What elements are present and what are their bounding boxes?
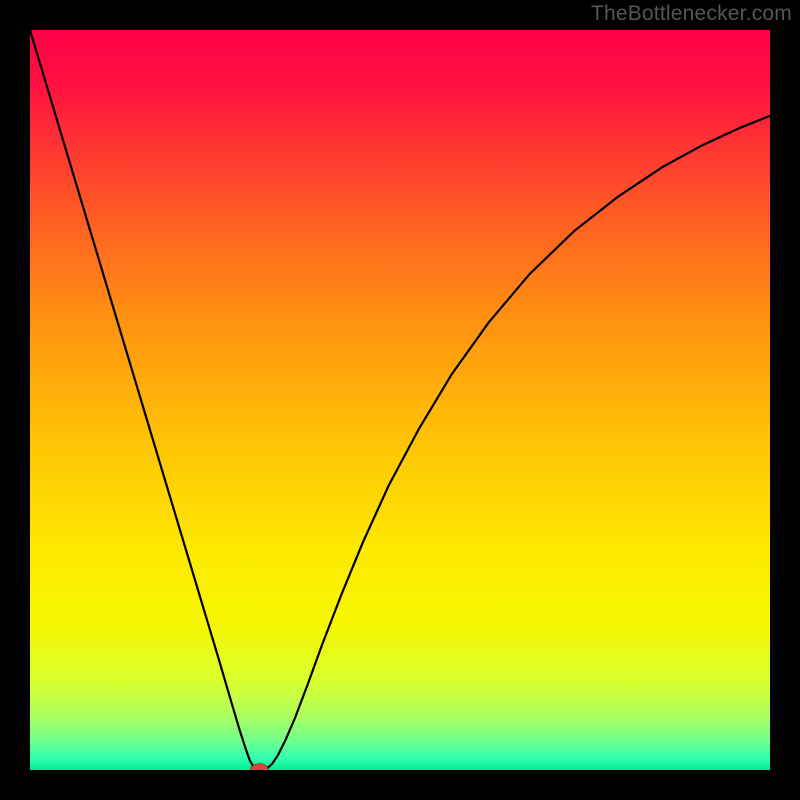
chart-canvas: TheBottlenecker.com	[0, 0, 800, 800]
watermark-text: TheBottlenecker.com	[591, 2, 792, 26]
chart-svg	[0, 0, 800, 800]
